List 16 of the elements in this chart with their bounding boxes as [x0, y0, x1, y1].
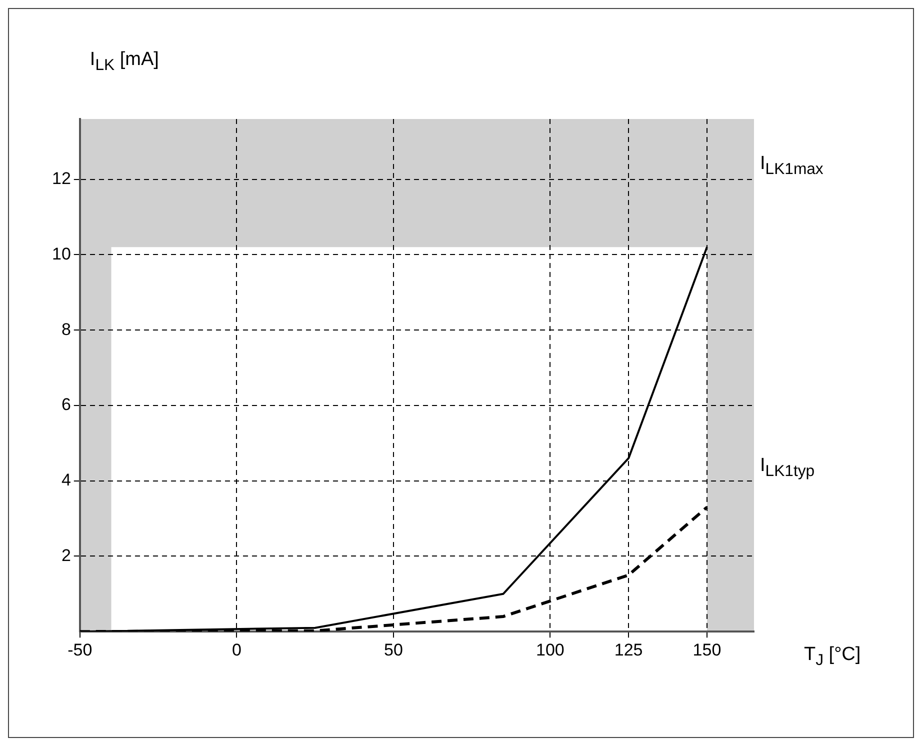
x-tick-label: 150 — [692, 640, 722, 660]
x-tick-label: 100 — [536, 640, 564, 660]
y-tick-label: 8 — [61, 320, 71, 339]
x-tick-label: 125 — [614, 640, 643, 660]
y-tick-label: 12 — [52, 168, 71, 188]
y-tick-label: 2 — [61, 546, 71, 565]
y-tick-label: 6 — [61, 395, 71, 414]
y-tick-label: 4 — [61, 470, 71, 490]
annotation: I$_{LK1max}$ — [760, 153, 824, 180]
x-axis-title: T$_{J}$ [°C] — [804, 644, 861, 670]
x-tick-label: 50 — [384, 640, 403, 660]
x-tick-label: 0 — [232, 640, 242, 660]
x-tick-label: -50 — [68, 640, 92, 660]
y-axis-title: I$_{LK}$ [mA] — [90, 49, 159, 75]
y-tick-label: 10 — [52, 244, 71, 264]
annotation: I$_{LK1typ}$ — [760, 454, 815, 481]
